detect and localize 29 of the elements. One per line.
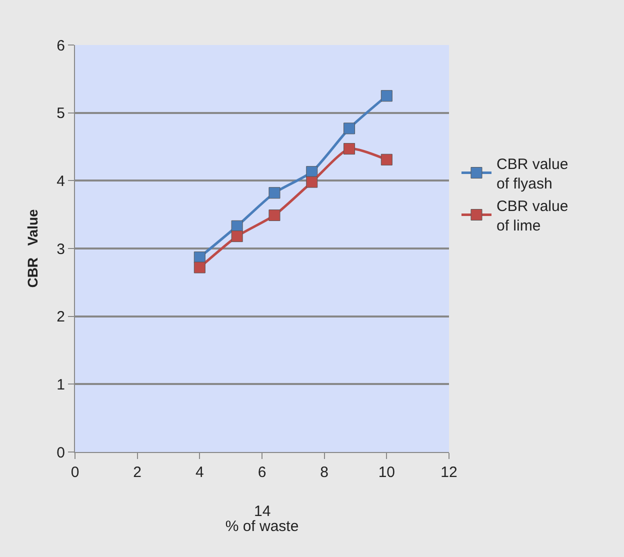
- legend-label: CBR value of flyash: [496, 156, 568, 192]
- x-tick-label: 4: [196, 464, 204, 481]
- y-axis-title: CBR Value: [24, 209, 40, 288]
- point: [231, 220, 243, 232]
- y-tick-label: 0: [56, 444, 65, 462]
- legend-label: CBR value of lime: [496, 198, 568, 234]
- point: [344, 143, 356, 155]
- x-tick-label: 10: [378, 464, 396, 481]
- x-tick-label: 12: [440, 464, 458, 481]
- x-tick-label: 6: [258, 464, 266, 481]
- point: [344, 122, 356, 134]
- text: 14: [254, 503, 271, 520]
- y-tick-label: 5: [56, 105, 65, 122]
- y-tick-label: 6: [56, 37, 65, 54]
- y-tick-label: 4: [56, 172, 65, 190]
- point: [306, 176, 318, 188]
- y-tick-label: 2: [56, 308, 65, 326]
- point: [194, 262, 206, 274]
- x-axis-title: % of waste: [225, 518, 299, 535]
- point: [380, 90, 392, 102]
- x-tick-label: 0: [70, 464, 80, 481]
- point: [231, 230, 243, 242]
- point: [380, 154, 392, 166]
- point: [268, 210, 280, 222]
- x-tick-label: 2: [133, 464, 142, 481]
- y-tick-label: 3: [56, 240, 65, 258]
- x-tick-label: 8: [320, 464, 328, 481]
- y-tick-label: 1: [56, 376, 65, 394]
- point: [268, 187, 280, 199]
